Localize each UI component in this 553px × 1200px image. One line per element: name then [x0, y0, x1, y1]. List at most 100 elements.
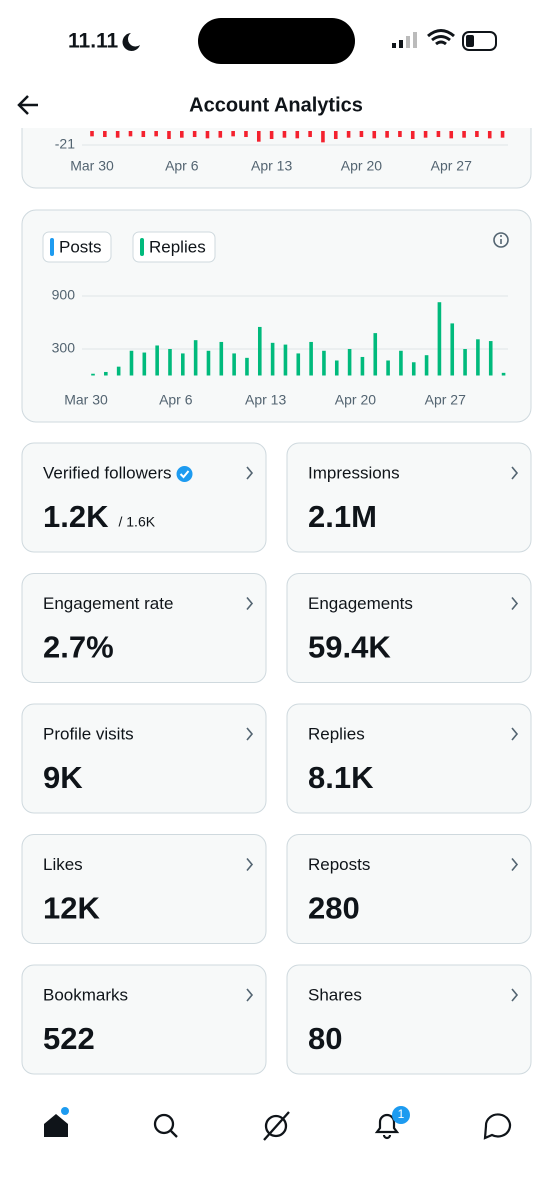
legend-chip[interactable]	[132, 231, 216, 263]
home-tab[interactable]	[44, 1114, 68, 1137]
bar	[141, 131, 146, 138]
metric-card[interactable]	[286, 964, 532, 1075]
metric-card[interactable]	[286, 573, 532, 683]
bar	[295, 131, 300, 139]
bar	[437, 302, 442, 376]
chevron	[246, 988, 254, 1002]
metric-card[interactable]	[21, 834, 267, 944]
battery-icon	[462, 31, 497, 51]
bar	[385, 131, 389, 138]
bar	[360, 356, 365, 376]
messages-tab[interactable]	[483, 1113, 512, 1140]
bar	[321, 131, 325, 143]
x-tick-label: Apr 20	[341, 158, 382, 174]
dynamic-island	[198, 18, 355, 64]
bar	[103, 131, 107, 138]
bar	[90, 131, 94, 137]
legend-chip[interactable]	[42, 231, 112, 263]
bar	[436, 131, 441, 138]
metric-card[interactable]	[286, 442, 532, 553]
metric-label: Reposts	[308, 855, 370, 874]
metric-label: Profile visits	[43, 724, 134, 743]
badge	[392, 1106, 410, 1124]
metric-card[interactable]	[21, 573, 267, 683]
metric-card[interactable]	[21, 703, 267, 814]
bar	[501, 372, 506, 376]
moon-icon	[122, 33, 140, 51]
metric-value: 59.4K	[308, 630, 391, 665]
info-icon[interactable]	[493, 232, 509, 248]
bar	[244, 131, 248, 138]
badge-count: 1	[398, 1107, 405, 1121]
chevron	[246, 727, 254, 741]
home-dot	[61, 1107, 69, 1115]
metric-value: 522	[43, 1021, 95, 1056]
metric-label: Bookmarks	[43, 985, 128, 1004]
bar	[167, 131, 171, 140]
chevron	[511, 596, 519, 611]
back-button[interactable]	[17, 95, 38, 115]
notifications-tab[interactable]	[374, 1113, 400, 1140]
metric-value: 2.1M	[308, 499, 377, 534]
metric-card[interactable]	[286, 834, 532, 944]
bar	[487, 131, 492, 139]
bar	[155, 345, 159, 376]
bar	[91, 373, 95, 376]
chart-card	[21, 209, 532, 423]
bar	[282, 131, 287, 138]
y-tick-label: 900	[52, 287, 76, 303]
legend-swatch	[140, 238, 144, 256]
metric-card[interactable]	[21, 964, 267, 1075]
metric-label: Replies	[308, 724, 365, 743]
bar	[386, 360, 390, 376]
bar	[322, 350, 326, 376]
top-chart: -21 Mar 30 Apr 6 Apr 13 Apr 20 Apr 27	[55, 131, 508, 174]
chevron	[511, 857, 519, 872]
bar	[373, 333, 378, 376]
grok-tab[interactable]	[263, 1111, 290, 1141]
bar	[231, 131, 235, 137]
x-tick-label: Apr 20	[335, 392, 376, 408]
chevron	[511, 988, 519, 1002]
x-tick-label: Apr 27	[425, 392, 466, 408]
metric-label: Likes	[43, 855, 83, 874]
bar	[206, 350, 211, 376]
verified-check	[179, 470, 190, 479]
bar	[334, 360, 339, 376]
search-tab[interactable]	[153, 1113, 178, 1138]
bar	[142, 352, 147, 376]
bar	[104, 371, 108, 376]
bar	[283, 344, 288, 376]
bar	[257, 326, 262, 376]
metric-total: / 1.6K	[118, 514, 155, 530]
bar	[270, 342, 275, 376]
x-tick-label: Mar 30	[70, 158, 114, 174]
bar	[219, 341, 224, 376]
bar	[398, 131, 402, 138]
status-time: 11.11	[68, 30, 119, 53]
bar	[205, 131, 210, 139]
metric-card[interactable]	[21, 442, 267, 553]
metric-value: 280	[308, 891, 360, 926]
bar	[463, 349, 467, 376]
bar	[232, 353, 236, 376]
bar	[309, 341, 313, 376]
bar	[308, 131, 312, 138]
chevron	[246, 466, 254, 480]
bar	[475, 131, 479, 138]
metric-card[interactable]	[286, 703, 532, 814]
metric-label: Engagement rate	[43, 594, 173, 613]
metric-value: 9K	[43, 760, 83, 795]
metric-value: 8.1K	[308, 760, 374, 795]
bar	[399, 350, 403, 376]
bar	[347, 349, 352, 376]
chevron	[511, 466, 519, 480]
legend-swatch	[50, 238, 54, 256]
metric-label: Engagements	[308, 594, 413, 613]
bar	[128, 131, 133, 137]
verified-badge	[176, 466, 193, 482]
bar	[333, 131, 338, 140]
wifi-icon	[427, 29, 455, 46]
bar	[372, 131, 377, 139]
